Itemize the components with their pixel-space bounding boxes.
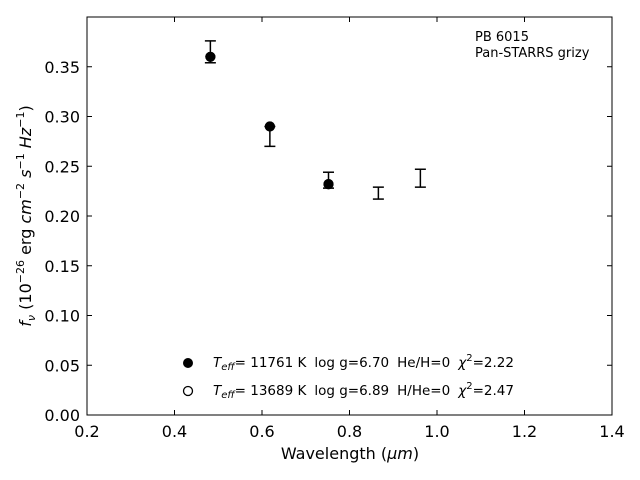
y-tick-label: 0.30 bbox=[44, 108, 80, 127]
y-tick-label: 0.25 bbox=[44, 157, 80, 176]
model-point-open bbox=[205, 51, 216, 62]
y-tick-label: 0.35 bbox=[44, 58, 80, 77]
x-axis-label: Wavelength (μm) bbox=[281, 444, 419, 463]
error-bar bbox=[372, 186, 384, 200]
annotation-survey-name: Pan-STARRS grizy bbox=[475, 46, 590, 61]
x-tick-label: 0.6 bbox=[249, 422, 274, 441]
model-point-open bbox=[264, 121, 275, 132]
x-tick-label: 1.4 bbox=[599, 422, 624, 441]
data-marks bbox=[204, 40, 426, 200]
x-tick-label: 0.2 bbox=[74, 422, 99, 441]
y-tick-label: 0.20 bbox=[44, 207, 80, 226]
y-tick-label: 0.15 bbox=[44, 257, 80, 276]
x-tick-label: 0.8 bbox=[337, 422, 362, 441]
error-bar bbox=[414, 168, 426, 188]
y-tick-label: 0.00 bbox=[44, 406, 80, 425]
y-tick-label: 0.10 bbox=[44, 307, 80, 326]
annotation-object-name: PB 6015 bbox=[475, 30, 529, 45]
y-tick-label: 0.05 bbox=[44, 356, 80, 375]
x-tick-label: 0.4 bbox=[162, 422, 187, 441]
model-point-open bbox=[323, 179, 334, 190]
x-tick-label: 1.0 bbox=[424, 422, 449, 441]
legend-marker-filled bbox=[183, 358, 193, 368]
legend-marker-open bbox=[182, 385, 194, 397]
x-tick-label: 1.2 bbox=[512, 422, 537, 441]
axis-ticks: 0.2 0.4 0.6 0.8 1.0 1.2 1.4 0.00 0.05 0.10 0.15 0.2… bbox=[44, 17, 625, 441]
y-axis-label: fν (10−26 erg cm−2 s−1 Hz−1) bbox=[14, 105, 38, 326]
